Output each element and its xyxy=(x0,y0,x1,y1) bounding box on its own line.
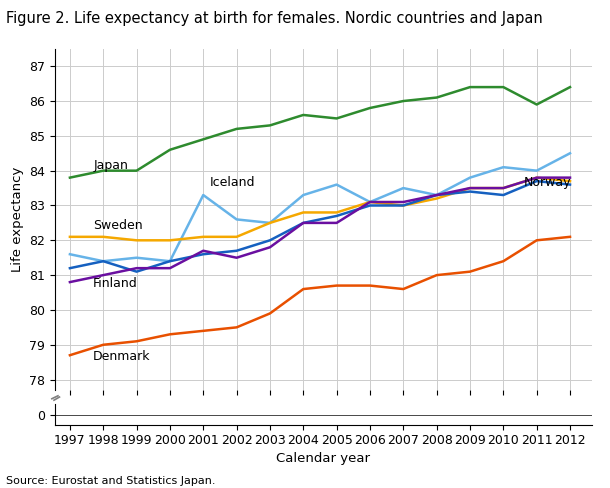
Text: Norway: Norway xyxy=(523,176,571,189)
Text: Figure 2. Life expectancy at birth for females. Nordic countries and Japan: Figure 2. Life expectancy at birth for f… xyxy=(6,11,543,26)
Text: Iceland: Iceland xyxy=(210,176,256,189)
X-axis label: Calendar year: Calendar year xyxy=(276,452,370,465)
Text: Finland: Finland xyxy=(93,277,138,290)
Text: Denmark: Denmark xyxy=(93,350,151,364)
Y-axis label: Life expectancy: Life expectancy xyxy=(10,167,24,272)
Text: Japan: Japan xyxy=(93,159,128,172)
Text: Sweden: Sweden xyxy=(93,219,143,232)
Text: Source: Eurostat and Statistics Japan.: Source: Eurostat and Statistics Japan. xyxy=(6,476,215,486)
